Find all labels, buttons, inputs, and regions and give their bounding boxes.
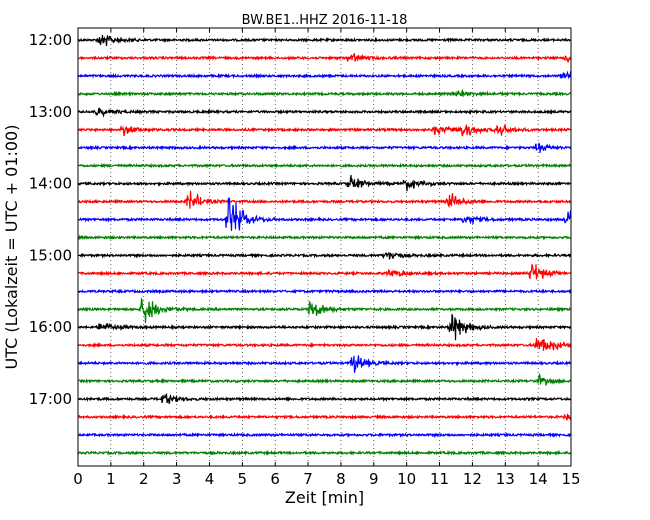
x-tick-label-1: 1 <box>106 470 116 488</box>
x-tick-label-9: 9 <box>369 470 379 488</box>
x-tick-label-15: 15 <box>561 470 580 488</box>
trace-4 <box>77 107 572 118</box>
x-tick-label-12: 12 <box>463 470 482 488</box>
y-tick-label-15:00: 15:00 <box>29 246 72 264</box>
trace-5 <box>77 123 572 137</box>
plot-frame <box>77 27 572 467</box>
x-tick-label-14: 14 <box>529 470 548 488</box>
trace-10 <box>77 197 572 231</box>
y-tick-label-12:00: 12:00 <box>29 31 72 49</box>
trace-1 <box>77 53 572 63</box>
trace-23 <box>77 449 572 456</box>
x-tick-label-0: 0 <box>73 470 83 488</box>
x-tick-label-10: 10 <box>397 470 416 488</box>
trace-8 <box>77 175 572 192</box>
y-tick-label-16:00: 16:00 <box>29 318 72 336</box>
trace-9 <box>77 190 572 209</box>
axis-ticks: 0 1 2 3 4 5 6 7 8 9 10 11 12 13 14 1512:0013:0014:0015:… <box>29 28 581 488</box>
x-tick-label-6: 6 <box>270 470 280 488</box>
trace-19 <box>77 372 572 386</box>
x-tick-label-13: 13 <box>496 470 515 488</box>
trace-16 <box>77 313 572 341</box>
trace-7 <box>77 162 572 169</box>
x-tick-label-5: 5 <box>238 470 248 488</box>
trace-6 <box>77 142 572 153</box>
trace-12 <box>77 252 572 260</box>
x-tick-label-11: 11 <box>430 470 449 488</box>
trace-2 <box>77 70 572 80</box>
trace-20 <box>77 393 572 404</box>
y-tick-label-17:00: 17:00 <box>29 390 72 408</box>
trace-18 <box>77 355 572 373</box>
trace-21 <box>77 413 572 421</box>
chart-title: BW.BE1..HHZ 2016-11-18 <box>242 13 408 28</box>
seismic-traces <box>77 34 572 456</box>
x-axis-label: Zeit [min] <box>285 488 364 507</box>
y-tick-label-13:00: 13:00 <box>29 103 72 121</box>
x-tick-label-2: 2 <box>139 470 149 488</box>
trace-15 <box>77 297 572 324</box>
x-tick-label-8: 8 <box>336 470 346 488</box>
trace-3 <box>77 88 572 98</box>
x-tick-label-3: 3 <box>172 470 182 488</box>
y-axis-label: UTC (Lokalzeit = UTC + 01:00) <box>2 125 21 370</box>
trace-0 <box>77 34 572 47</box>
trace-11 <box>77 234 572 241</box>
y-tick-label-14:00: 14:00 <box>29 175 72 193</box>
trace-17 <box>77 337 572 351</box>
trace-22 <box>77 431 572 439</box>
trace-14 <box>77 288 572 295</box>
trace-13 <box>77 263 572 280</box>
x-tick-label-4: 4 <box>205 470 215 488</box>
x-tick-label-7: 7 <box>303 470 313 488</box>
